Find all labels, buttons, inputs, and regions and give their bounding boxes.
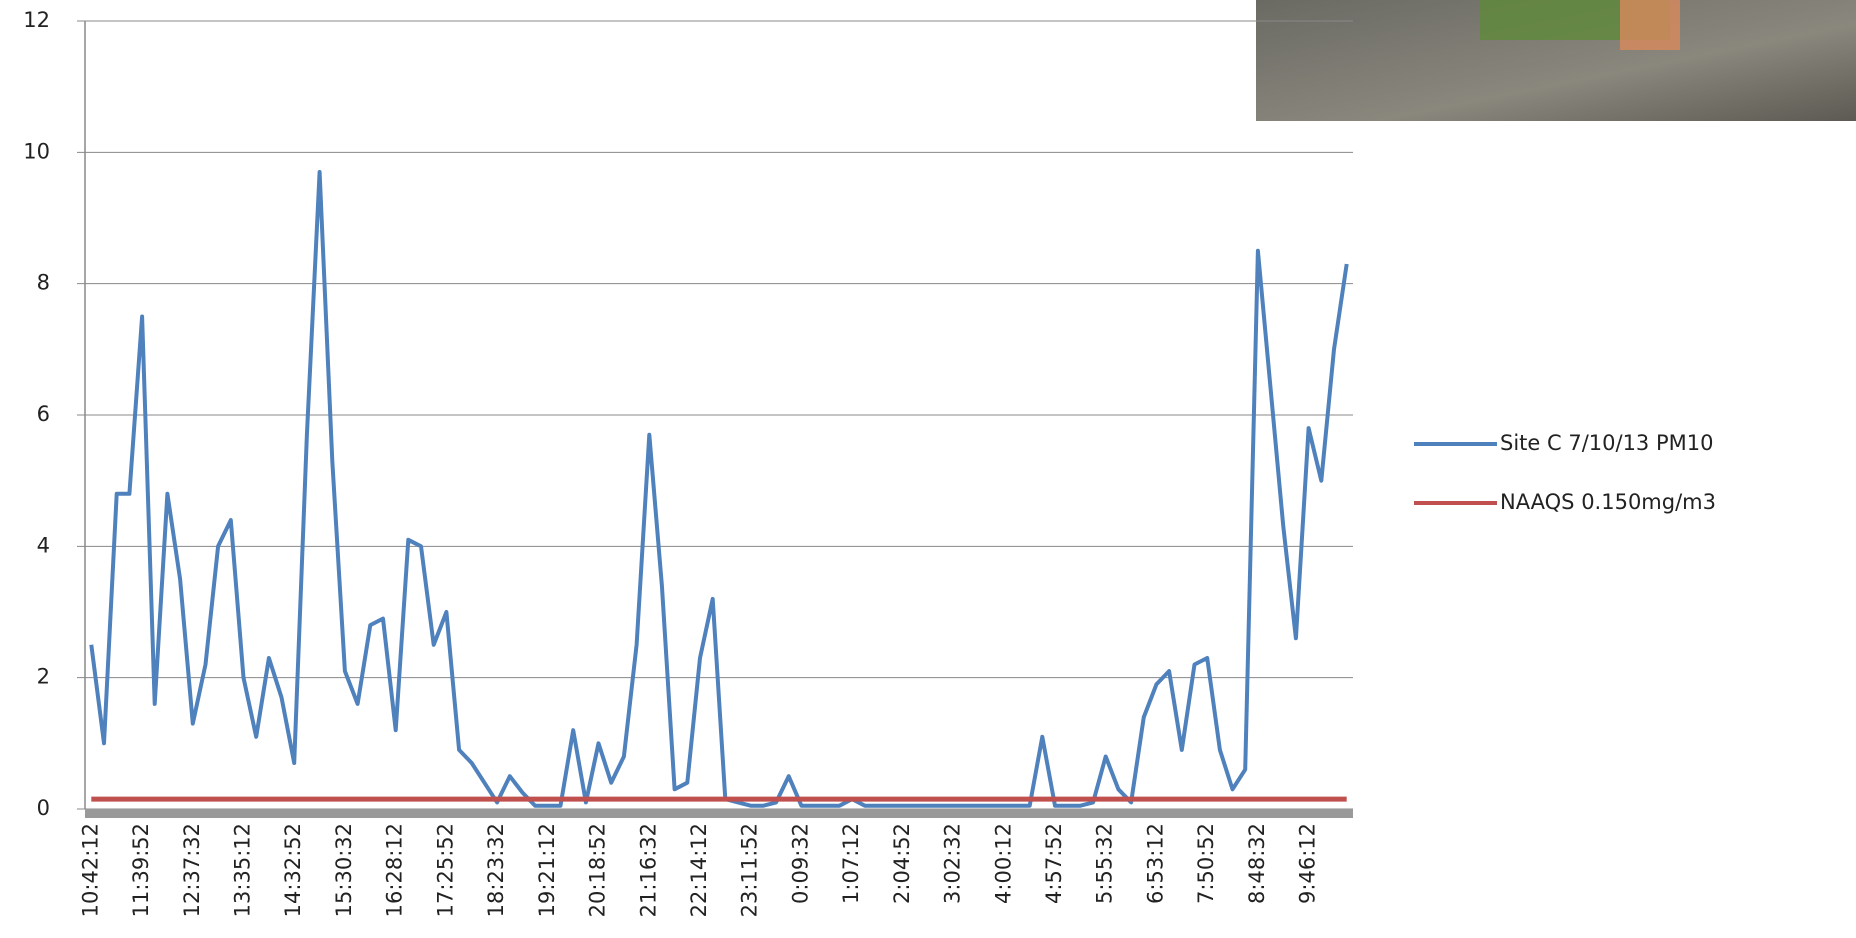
x-tick-label: 4:00:12 [991, 823, 1015, 904]
x-tick-label: 19:21:12 [535, 823, 559, 917]
x-tick-label: 1:07:12 [839, 823, 863, 904]
x-tick-label: 21:16:32 [636, 823, 660, 917]
x-tick-label: 16:28:12 [383, 823, 407, 917]
x-tick-label: 2:04:52 [890, 823, 914, 904]
x-tick-label: 22:14:12 [687, 823, 711, 917]
y-tick-label: 10 [23, 139, 50, 163]
x-tick-label: 18:23:32 [484, 823, 508, 917]
x-tick-label: 11:39:52 [129, 823, 153, 917]
series-line [89, 170, 1349, 808]
y-tick-label: 4 [37, 533, 50, 557]
plot-area: 0 2 4 6 8 10 12 10:42:12 11:39:52 12:37:32 13:35:1… [23, 8, 1716, 917]
x-tick-label: 3:02:32 [941, 823, 965, 904]
x-axis [85, 809, 1353, 818]
y-tick-label: 12 [23, 8, 50, 32]
x-tick-label: 5:55:32 [1093, 823, 1117, 904]
x-tick-label: 0:09:32 [788, 823, 812, 904]
x-tick-label: 8:48:32 [1245, 823, 1269, 904]
y-tick-label: 0 [37, 796, 50, 820]
x-tick-label: 7:50:52 [1194, 823, 1218, 904]
legend-label: Site C 7/10/13 PM10 [1500, 431, 1713, 455]
x-tick-label: 6:53:12 [1143, 823, 1167, 904]
x-tick-label: 10:42:12 [78, 823, 102, 917]
legend-label: NAAQS 0.150mg/m3 [1500, 490, 1716, 514]
y-tick-label: 2 [37, 665, 50, 689]
x-tick-label: 14:32:52 [281, 823, 305, 917]
x-tick-label: 20:18:52 [586, 823, 610, 917]
x-tick-label: 12:37:32 [180, 823, 204, 917]
photo [1256, 0, 1856, 121]
x-tick-label: 17:25:52 [433, 823, 457, 917]
y-tick-label: 8 [37, 271, 50, 295]
x-tick-label: 9:46:12 [1296, 823, 1320, 904]
x-tick-label: 23:11:52 [738, 823, 762, 917]
x-tick-label: 4:57:52 [1042, 823, 1066, 904]
x-tick-label: 13:35:12 [231, 823, 255, 917]
y-tick-label: 6 [37, 402, 50, 426]
x-tick-label: 15:30:32 [332, 823, 356, 917]
